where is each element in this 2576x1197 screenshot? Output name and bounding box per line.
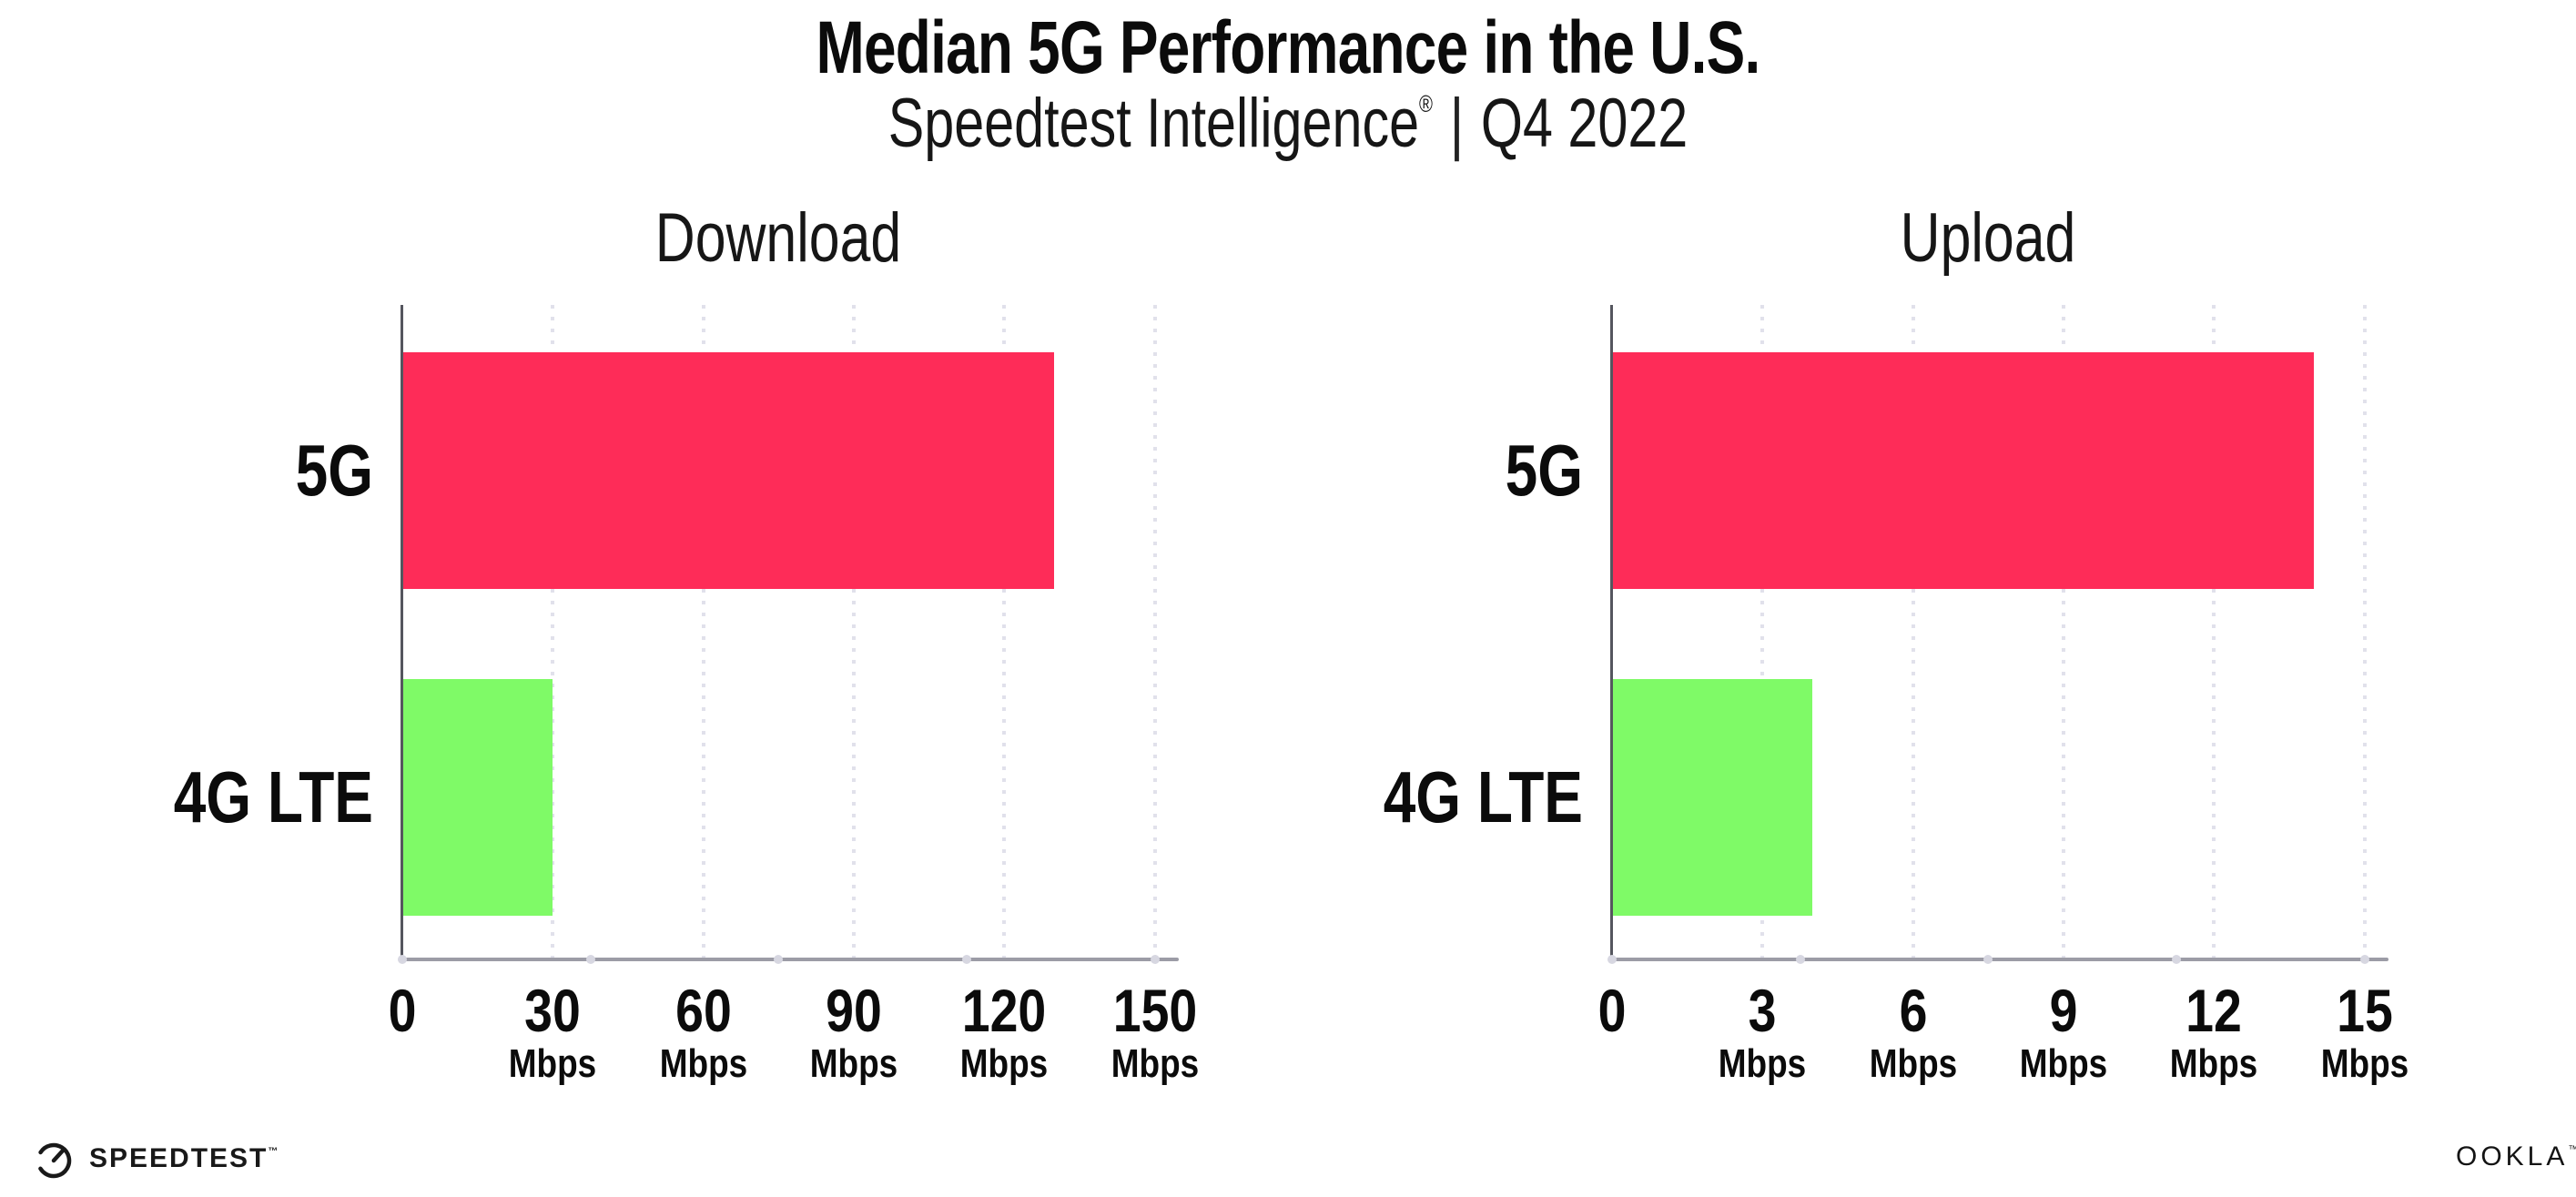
x-tick-unit: Mbps [2019,1041,2108,1086]
gridline [851,305,856,958]
ookla-logo: OOKLA™ [2456,1141,2576,1172]
x-tick-value: 60 [674,977,732,1044]
subtitle-separator: | [1449,85,1465,162]
x-tick-label: 0 [302,977,502,1044]
gridline [2212,305,2216,958]
axis-dot [1795,955,1805,964]
x-tick-unit: Mbps [809,1041,898,1086]
ookla-trademark: ™ [2568,1144,2576,1155]
x-tick-unit: Mbps [2169,1041,2258,1086]
x-tick-value: 9 [2049,977,2078,1044]
x-tick-label: 90 Mbps [754,977,954,1087]
y-axis-line [1610,305,1613,958]
gridline [1152,305,1157,958]
subtitle-brand: Speedtest Intelligence [887,85,1420,162]
axis-dot [961,955,971,964]
bar-4g-lte-upload [1612,679,1813,916]
x-tick-label: 12 Mbps [2114,977,2314,1087]
registered-mark: ® [1419,90,1434,117]
speedtest-trademark: ™ [268,1146,279,1157]
x-tick-unit: Mbps [959,1041,1049,1086]
axis-dot [774,955,784,964]
x-tick-label: 15 Mbps [2265,977,2465,1087]
x-axis-line [399,958,1179,961]
page-title: Median 5G Performance in the U.S. [816,6,1761,89]
axis-dot [1150,955,1160,964]
x-tick-unit: Mbps [1869,1041,1957,1086]
x-tick-value: 90 [826,977,882,1044]
x-axis-line [1608,958,2388,961]
speedtest-logo: SPEEDTEST™ [33,1138,278,1180]
bar-4g-lte-download [402,679,553,916]
gridline [1911,305,1915,958]
gridline [1760,305,1765,958]
category-label-5g: 5G [1505,430,1583,511]
bar-5g-download [402,352,1055,589]
x-tick-unit: Mbps [659,1041,747,1086]
speedtest-gauge-icon [33,1138,75,1180]
x-tick-value: 30 [524,977,582,1044]
bar-5g-upload [1612,352,2315,589]
x-tick-value: 12 [2186,977,2243,1044]
x-tick-label: 0 [1512,977,1712,1044]
upload-chart-title: Upload [1900,199,2076,277]
page-subtitle: Speedtest Intelligence® | Q4 2022 [283,84,2292,163]
gridline [551,305,555,958]
category-label-4g-lte: 4G LTE [1383,756,1583,837]
y-axis-line [401,305,403,958]
x-tick-unit: Mbps [509,1041,597,1086]
x-tick-value: 150 [1112,977,1197,1044]
x-tick-unit: Mbps [2320,1041,2409,1086]
x-tick-label: 3 Mbps [1662,977,1862,1087]
gridline [1002,305,1007,958]
axis-dot [2171,955,2181,964]
axis-dot [1607,955,1617,964]
x-tick-label: 9 Mbps [1963,977,2164,1087]
x-tick-unit: Mbps [1111,1041,1199,1086]
gridline [2362,305,2367,958]
gridline [2061,305,2065,958]
x-tick-value: 0 [388,977,417,1044]
subtitle-period: Q4 2022 [1480,85,1689,162]
axis-dot [1983,955,1993,964]
x-tick-value: 120 [961,977,1047,1044]
category-label-4g-lte: 4G LTE [173,756,373,837]
x-tick-value: 3 [1748,977,1777,1044]
category-label-5g: 5G [295,430,373,511]
x-tick-label: 120 Mbps [904,977,1104,1087]
axis-dot [585,955,595,964]
x-tick-value: 0 [1597,977,1627,1044]
x-tick-label: 6 Mbps [1813,977,2013,1087]
x-tick-label: 150 Mbps [1055,977,1255,1087]
axis-dot [2359,955,2369,964]
axis-dot [398,955,407,964]
speedtest-wordmark: SPEEDTEST™ [89,1143,279,1173]
x-tick-unit: Mbps [1719,1041,1807,1086]
x-tick-label: 60 Mbps [603,977,804,1087]
gridline [701,305,705,958]
download-chart-title: Download [654,199,902,277]
x-tick-label: 30 Mbps [452,977,653,1087]
x-tick-value: 6 [1899,977,1928,1044]
x-tick-value: 15 [2336,977,2393,1044]
